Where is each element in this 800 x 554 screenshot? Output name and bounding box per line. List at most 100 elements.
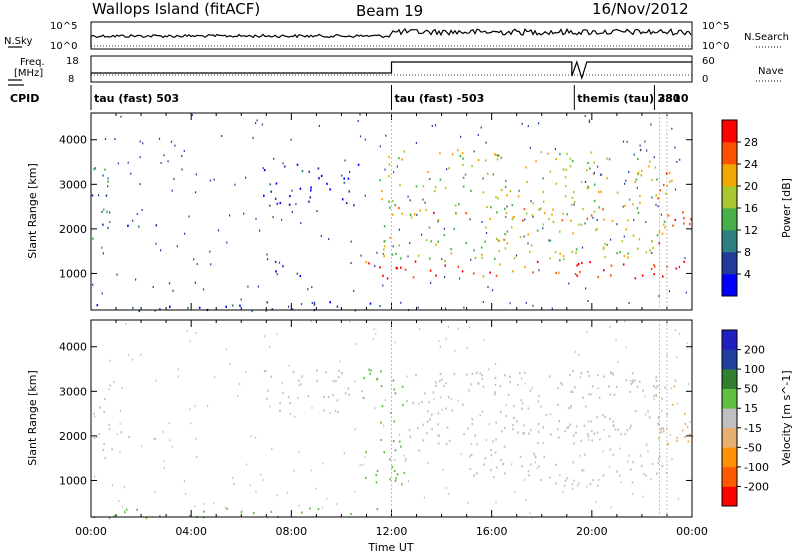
echo-cell (530, 200, 532, 203)
echo-cell (421, 401, 423, 404)
echo-cell (653, 263, 655, 266)
echo-cell (415, 374, 417, 377)
echo-cell (471, 422, 473, 425)
echo-cell (482, 385, 485, 388)
echo-cell (602, 474, 605, 477)
echo-cell (140, 353, 142, 356)
echo-cell (549, 476, 551, 479)
echo-cell (447, 325, 450, 328)
freq-line (91, 60, 692, 81)
echo-cell (580, 223, 583, 226)
echo-cell (564, 176, 567, 179)
echo-cell (569, 374, 571, 377)
echo-cell (299, 187, 302, 190)
echo-cell (593, 171, 595, 174)
echo-cell (497, 197, 499, 200)
echo-cell (266, 253, 268, 256)
echo-cell (168, 282, 171, 285)
echo-cell (463, 306, 465, 309)
freq-label: Freq. (20, 57, 45, 68)
echo-cell (606, 157, 609, 160)
echo-cell (350, 512, 352, 516)
echo-cell (92, 237, 94, 240)
echo-cell (483, 338, 485, 341)
echo-cell (651, 462, 654, 465)
echo-cell (329, 188, 331, 191)
echo-cell (255, 217, 257, 220)
echo-cell (226, 241, 228, 244)
echo-cell (637, 247, 639, 250)
echo-cell (658, 423, 660, 426)
echo-cell (113, 515, 116, 518)
echo-cell (262, 479, 264, 482)
echo-cell (678, 265, 681, 268)
echo-cell (401, 385, 404, 388)
echo-cell (435, 381, 437, 384)
echo-cell (307, 395, 310, 398)
echo-cell (469, 218, 471, 221)
echo-cell (409, 213, 412, 216)
echo-cell (559, 382, 562, 385)
echo-cell (272, 216, 274, 219)
colorbar-swatch (722, 230, 737, 253)
echo-cell (343, 452, 345, 455)
echo-cell (298, 450, 300, 453)
echo-cell (476, 472, 478, 475)
power-colorbar-label: Power [dB] (780, 178, 793, 238)
colorbar-tick-label: 200 (744, 344, 765, 357)
echo-cell (139, 183, 141, 186)
echo-cell (171, 189, 173, 192)
echo-cell (119, 409, 122, 412)
echo-cell (581, 261, 583, 265)
echo-cell (282, 391, 284, 394)
echo-cell (177, 375, 179, 378)
echo-cell (113, 380, 115, 383)
echo-cell (674, 218, 677, 221)
cpid-segment-label: 280 (657, 92, 680, 105)
echo-cell (506, 205, 508, 208)
echo-cell (167, 160, 169, 163)
echo-cell (532, 271, 534, 274)
echo-cell (243, 212, 245, 215)
echo-cell (479, 372, 482, 375)
echo-cell (596, 219, 598, 221)
echo-cell (469, 468, 472, 471)
echo-cell (435, 274, 437, 277)
echo-cell (566, 152, 568, 155)
echo-cell (261, 123, 263, 126)
echo-cell (154, 309, 156, 312)
colorbar-tick-label: -15 (744, 422, 762, 435)
echo-cell (300, 222, 302, 225)
echo-cell (418, 449, 421, 452)
echo-cell (301, 375, 303, 378)
colorbar-tick-label: 28 (744, 136, 758, 149)
echo-cell (645, 221, 647, 224)
echo-cell (326, 182, 328, 185)
echo-cell (425, 239, 428, 242)
echo-cell (101, 210, 103, 213)
echo-cell (226, 507, 228, 510)
echo-cell (364, 138, 366, 141)
colorbar-tick-label: -100 (744, 461, 769, 474)
echo-cell (485, 439, 487, 442)
echo-cell (404, 268, 407, 271)
echo-cell (170, 140, 173, 143)
echo-cell (497, 239, 499, 242)
echo-cell (483, 463, 485, 466)
colorbar-tick-label: 20 (744, 180, 758, 193)
colorbar-swatch (722, 427, 737, 448)
echo-cell (495, 501, 497, 504)
echo-cell (688, 433, 691, 436)
plot-title: Wallops Island (fitACF) (92, 0, 260, 18)
echo-cell (130, 172, 132, 175)
echo-cell (163, 154, 165, 157)
colorbar-swatch (722, 186, 737, 209)
echo-cell (419, 209, 422, 212)
echo-cell (428, 226, 431, 229)
echo-cell (645, 443, 648, 446)
echo-cell (616, 223, 618, 226)
echo-cell (565, 185, 567, 188)
echo-cell (310, 189, 312, 192)
echo-cell (458, 203, 460, 206)
echo-cell (229, 214, 231, 217)
